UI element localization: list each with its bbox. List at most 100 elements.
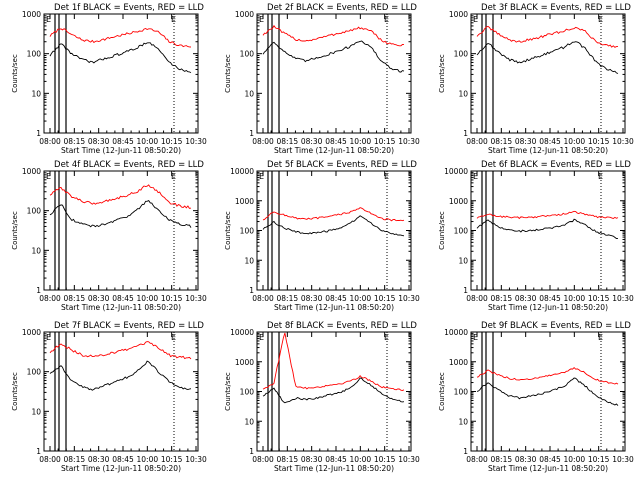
x-tick-label: 08:15	[64, 137, 86, 146]
y-tick-label: 1000	[235, 10, 254, 19]
panel-det-5: Det 5f BLACK = Events, RED = LLD 1 10 100 10…	[224, 160, 420, 312]
x-tick-label: 08:00	[39, 455, 61, 464]
x-tick-label: 08:45	[325, 137, 347, 146]
corner-mark-right: E	[171, 172, 176, 181]
x-tick-label: 10:30	[185, 294, 207, 303]
x-tick-label: 10:00	[137, 137, 159, 146]
y-tick-label: 100	[240, 227, 255, 236]
panel-title: Det 6f BLACK = Events, RED = LLD	[481, 160, 631, 170]
plot-frame	[470, 13, 626, 134]
x-tick-label: 10:00	[137, 294, 159, 303]
series-lld	[476, 210, 619, 220]
plot-frame	[43, 331, 199, 452]
series-lld	[49, 184, 192, 209]
y-axis-label: Counts/sec	[438, 372, 446, 411]
y-tick-label: 10	[31, 89, 41, 98]
x-tick-label: 10:15	[161, 455, 183, 464]
plot-frame	[470, 170, 626, 291]
y-tick-label: 1000	[22, 167, 41, 176]
x-tick-label: 10:00	[564, 455, 586, 464]
x-tick-label: 10:00	[137, 455, 159, 464]
y-tick-label: 1000	[235, 197, 254, 206]
y-tick-label: 1	[249, 129, 254, 138]
y-tick-label: 10	[244, 89, 254, 98]
series-events	[476, 41, 619, 74]
y-axis-label: Counts/sec	[11, 211, 19, 250]
corner-mark-right: E	[384, 172, 389, 181]
x-tick-label: 08:30	[301, 294, 323, 303]
plot-frame	[256, 170, 412, 291]
series-events	[49, 42, 192, 74]
x-tick-label: 10:15	[161, 294, 183, 303]
corner-mark-left: E	[473, 15, 478, 24]
y-axis-label: Counts/sec	[11, 54, 19, 93]
x-tick-label: 08:30	[515, 137, 537, 146]
panel-det-6: Det 6f BLACK = Events, RED = LLD 1 10 100 10…	[438, 160, 634, 312]
plot-frame	[43, 170, 199, 291]
panel-det-9: Det 9f BLACK = Events, RED = LLD 1 10 100 10…	[438, 321, 634, 473]
y-tick-label: 100	[454, 388, 469, 397]
x-axis-label: Start Time (12-Jun-11 08:50:20)	[488, 303, 608, 312]
y-tick-label: 1	[36, 129, 41, 138]
y-tick-label: 1000	[449, 358, 468, 367]
series-lld	[49, 341, 192, 360]
series-lld	[476, 366, 619, 385]
y-tick-label: 10	[458, 417, 468, 426]
panel-title: Det 4f BLACK = Events, RED = LLD	[54, 160, 204, 170]
y-tick-label: 1	[463, 129, 468, 138]
y-tick-label: 100	[240, 388, 255, 397]
series-lld	[262, 207, 405, 222]
plot-frame	[256, 331, 412, 452]
x-tick-label: 10:30	[612, 294, 634, 303]
x-tick-label: 08:45	[325, 455, 347, 464]
x-tick-label: 08:45	[539, 294, 561, 303]
panel-title: Det 7f BLACK = Events, RED = LLD	[54, 321, 204, 331]
x-tick-label: 10:15	[588, 294, 610, 303]
x-tick-label: 10:30	[398, 294, 420, 303]
x-tick-label: 10:15	[374, 294, 396, 303]
y-tick-label: 10000	[444, 328, 468, 337]
x-tick-label: 08:15	[277, 455, 299, 464]
x-tick-label: 08:15	[491, 294, 513, 303]
x-tick-label: 08:45	[112, 294, 134, 303]
x-tick-label: 08:15	[64, 455, 86, 464]
y-tick-label: 1000	[449, 197, 468, 206]
y-tick-label: 100	[454, 227, 469, 236]
y-tick-label: 100	[240, 50, 255, 59]
x-tick-label: 08:45	[112, 137, 134, 146]
x-tick-label: 08:15	[491, 137, 513, 146]
x-tick-label: 08:30	[301, 137, 323, 146]
corner-mark-left: E	[46, 15, 51, 24]
panel-title: Det 3f BLACK = Events, RED = LLD	[481, 3, 631, 13]
panel-title: Det 5f BLACK = Events, RED = LLD	[267, 160, 417, 170]
y-tick-label: 1	[249, 447, 254, 456]
y-tick-label: 1000	[235, 358, 254, 367]
series-lld	[262, 332, 405, 391]
y-tick-label: 10	[31, 407, 41, 416]
y-tick-label: 100	[27, 368, 42, 377]
x-tick-label: 10:15	[588, 137, 610, 146]
y-tick-label: 1	[36, 286, 41, 295]
series-events	[262, 40, 405, 73]
x-axis-label: Start Time (12-Jun-11 08:50:20)	[274, 464, 394, 473]
x-tick-label: 10:30	[398, 137, 420, 146]
x-tick-label: 08:15	[277, 137, 299, 146]
x-tick-label: 08:00	[39, 137, 61, 146]
x-axis-label: Start Time (12-Jun-11 08:50:20)	[274, 146, 394, 155]
y-axis-label: Counts/sec	[224, 211, 232, 250]
x-tick-label: 08:00	[252, 455, 274, 464]
y-tick-label: 10000	[230, 167, 254, 176]
x-tick-label: 10:00	[564, 137, 586, 146]
corner-mark-right: E	[598, 172, 603, 181]
x-tick-label: 08:30	[88, 137, 110, 146]
y-tick-label: 1	[463, 286, 468, 295]
series-events	[49, 200, 192, 228]
series-lld	[49, 27, 192, 48]
x-tick-label: 10:30	[612, 137, 634, 146]
y-tick-label: 1	[249, 286, 254, 295]
y-tick-label: 1	[463, 447, 468, 456]
x-tick-label: 10:30	[398, 455, 420, 464]
y-axis-label: Counts/sec	[224, 372, 232, 411]
y-tick-label: 10	[244, 417, 254, 426]
